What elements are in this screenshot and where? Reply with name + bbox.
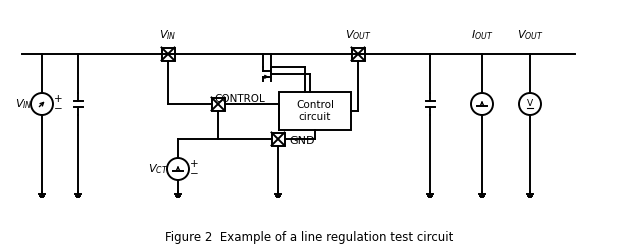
Text: $V_{IN}$: $V_{IN}$	[159, 28, 177, 42]
Text: Figure 2  Example of a line regulation test circuit: Figure 2 Example of a line regulation te…	[165, 231, 453, 244]
Text: +: +	[54, 94, 62, 104]
Text: V: V	[527, 99, 533, 108]
Text: $V_{OUT}$: $V_{OUT}$	[517, 28, 543, 42]
Bar	[211, 98, 224, 111]
Bar	[279, 92, 351, 130]
Bar	[271, 132, 284, 145]
Text: Control: Control	[296, 100, 334, 110]
Text: CONTROL: CONTROL	[214, 94, 265, 104]
Bar	[352, 48, 365, 61]
Text: $I_{OUT}$: $I_{OUT}$	[471, 28, 493, 42]
Text: −: −	[190, 169, 199, 179]
Text: $V_{OUT}$: $V_{OUT}$	[345, 28, 371, 42]
Text: +: +	[190, 159, 198, 169]
Text: circuit: circuit	[299, 112, 331, 122]
Text: $V_{CT}$: $V_{CT}$	[148, 162, 168, 176]
Text: $V_{IN}$: $V_{IN}$	[15, 97, 33, 111]
Text: −: −	[54, 104, 63, 114]
Bar	[161, 48, 174, 61]
Text: GND: GND	[289, 136, 315, 146]
